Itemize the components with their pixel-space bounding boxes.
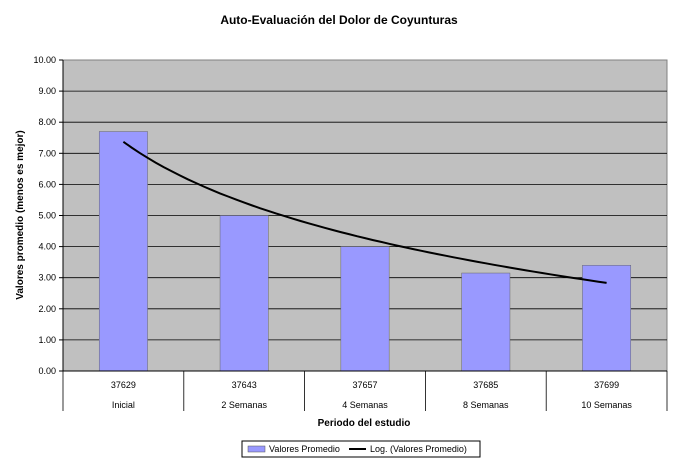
x-tick-label: 10 Semanas	[581, 400, 632, 410]
x-tick-label: 2 Semanas	[221, 400, 267, 410]
y-tick-label: 5.00	[38, 211, 56, 221]
y-axis-title: Valores promedio (menos es mejor)	[15, 130, 26, 300]
bars	[98, 131, 632, 372]
trendline-path	[122, 140, 607, 284]
x-tick-label: 8 Semanas	[463, 400, 509, 410]
x-tick-label-top: 37699	[594, 380, 619, 390]
bar	[219, 215, 269, 372]
legend-label-bar: Valores Promedio	[269, 444, 340, 454]
x-tick-label-top: 37685	[473, 380, 498, 390]
x-axis-title: Periodo del estudio	[318, 418, 411, 429]
legend-swatch-bar	[247, 445, 266, 453]
y-tick-label: 1.00	[38, 335, 56, 345]
y-tick-label: 3.00	[38, 273, 56, 283]
x-tick-label-top: 37643	[232, 380, 257, 390]
y-tick-label: 10.00	[33, 55, 56, 65]
y-tick-label: 8.00	[38, 117, 56, 127]
y-tick-label: 6.00	[38, 179, 56, 189]
y-tick-label: 4.00	[38, 242, 56, 252]
x-tick-label-top: 37629	[111, 380, 136, 390]
y-tick-label: 0.00	[38, 366, 56, 376]
y-tick-label: 7.00	[38, 148, 56, 158]
x-tick-label: 4 Semanas	[342, 400, 388, 410]
trendline	[122, 140, 607, 284]
bar	[98, 131, 148, 372]
chart-title: Auto-Evaluación del Dolor de Coyunturas	[220, 13, 458, 27]
legend-label-line: Log. (Valores Promedio)	[370, 444, 467, 454]
y-tick-label: 2.00	[38, 304, 56, 314]
y-axis: 0.00 1.00 2.00 3.00 4.00 5.00 6.00 7.00 8.00 9.00…	[33, 55, 64, 376]
bar	[461, 272, 511, 372]
x-tick-label: Inicial	[112, 400, 135, 410]
x-axis: 37629 Inicial 37643 2 Semanas 37657 4 Semanas…	[62, 370, 668, 411]
grid-lines	[63, 90, 667, 341]
bar	[340, 246, 390, 372]
x-tick-label-top: 37657	[352, 380, 377, 390]
y-tick-label: 9.00	[38, 86, 56, 96]
legend: Valores Promedio Log. (Valores Promedio)	[241, 440, 481, 458]
